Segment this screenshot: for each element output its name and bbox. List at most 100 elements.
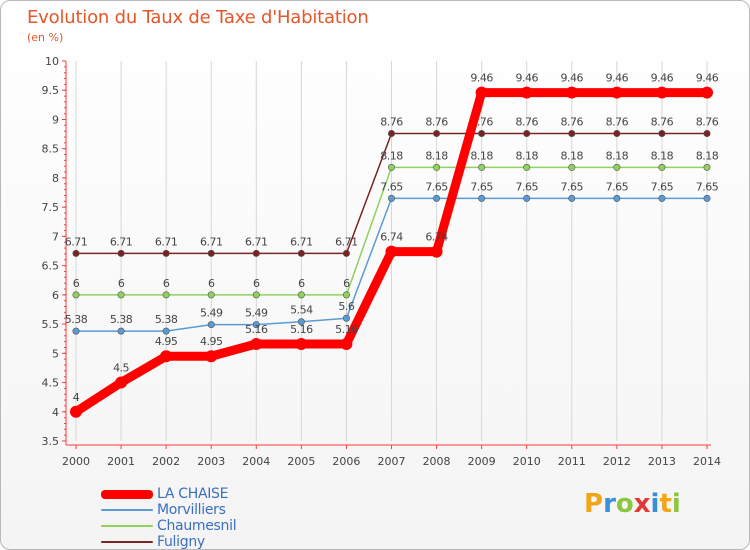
data-label: 6.71	[335, 235, 358, 248]
data-point	[250, 337, 263, 350]
logo-letter: t	[659, 489, 672, 519]
chart-title: Evolution du Taux de Taxe d'Habitation	[27, 7, 369, 28]
data-point	[523, 129, 531, 137]
data-point	[207, 321, 215, 329]
data-point	[433, 194, 441, 202]
data-point	[162, 249, 170, 257]
data-label: 6.71	[245, 235, 268, 248]
data-label: 5.38	[155, 313, 178, 326]
data-point	[115, 376, 128, 389]
data-label: 8.76	[425, 115, 448, 128]
data-point	[568, 129, 576, 137]
legend-swatch-la-chaise	[101, 489, 153, 499]
data-label: 7.65	[470, 180, 493, 193]
y-tick-label: 6.5	[42, 260, 60, 273]
x-tick-label: 2009	[468, 455, 496, 468]
data-point	[478, 194, 486, 202]
data-label: 6	[163, 277, 170, 290]
data-label: 8.18	[515, 149, 538, 162]
data-point	[297, 291, 305, 299]
x-tick-label: 2006	[332, 455, 360, 468]
data-label: 7.65	[515, 180, 538, 193]
data-label: 6.74	[380, 231, 403, 244]
data-point	[613, 129, 621, 137]
data-point	[520, 86, 533, 99]
data-point	[252, 249, 260, 257]
y-tick-label: 8	[52, 172, 59, 185]
data-point	[117, 291, 125, 299]
data-point	[342, 314, 350, 322]
x-tick-label: 2007	[378, 455, 406, 468]
data-point	[523, 194, 531, 202]
data-point	[703, 129, 711, 137]
data-label: 7.65	[696, 180, 719, 193]
data-label: 9.46	[606, 72, 629, 85]
x-tick-label: 2004	[242, 455, 270, 468]
data-label: 5.49	[245, 307, 268, 320]
legend-label-morvilliers: Morvilliers	[157, 502, 226, 518]
logo-letter: i	[650, 489, 660, 519]
data-label: 4	[73, 391, 80, 404]
data-label: 9.46	[651, 72, 674, 85]
data-label: 4.95	[200, 335, 223, 348]
y-tick-label: 8.5	[42, 143, 60, 156]
logo-letter: P	[584, 489, 604, 519]
legend: LA CHAISE Morvilliers Chaumesnil Fuligny	[101, 486, 237, 549]
data-point	[385, 245, 398, 258]
x-tick-label: 2008	[423, 455, 451, 468]
data-label: 5.54	[290, 304, 313, 317]
legend-item-fuligny[interactable]: Fuligny	[101, 534, 236, 549]
data-label: 8.18	[561, 149, 584, 162]
data-label: 7.65	[606, 180, 629, 193]
data-point	[658, 194, 666, 202]
x-tick-label: 2003	[197, 455, 225, 468]
data-label: 8.76	[651, 115, 674, 128]
data-point	[523, 163, 531, 171]
data-label: 7.65	[561, 180, 584, 193]
x-tick-label: 2014	[693, 455, 721, 468]
data-label: 6.71	[290, 235, 313, 248]
data-label: 6.74	[425, 231, 448, 244]
legend-item-morvilliers[interactable]: Morvilliers	[101, 502, 236, 518]
data-point	[701, 86, 713, 99]
data-label: 6	[118, 277, 125, 290]
data-point	[295, 337, 308, 350]
legend-item-chaumesnil[interactable]: Chaumesnil	[101, 518, 237, 534]
legend-label-chaumesnil: Chaumesnil	[157, 518, 237, 534]
x-tick-label: 2010	[513, 455, 541, 468]
data-point	[342, 291, 350, 299]
data-label: 5.49	[200, 307, 223, 320]
data-label: 7.65	[425, 180, 448, 193]
data-point	[568, 194, 576, 202]
data-label: 6	[343, 277, 350, 290]
logo-letter: i	[671, 489, 681, 519]
legend-swatch-fuligny	[101, 541, 153, 543]
data-label: 5.16	[290, 323, 313, 336]
data-label: 8.18	[470, 149, 493, 162]
data-point	[387, 194, 395, 202]
data-point	[433, 129, 441, 137]
data-label: 8.18	[425, 149, 448, 162]
data-label: 6	[253, 277, 260, 290]
data-point	[205, 350, 218, 363]
data-point	[342, 249, 350, 257]
data-label: 8.76	[696, 115, 719, 128]
data-point	[72, 327, 80, 335]
data-point	[207, 249, 215, 257]
y-tick-label: 5.5	[42, 318, 60, 331]
data-point	[72, 249, 80, 257]
data-label: 6	[208, 277, 215, 290]
data-point	[252, 321, 260, 329]
data-label: 5.38	[65, 313, 88, 326]
data-label: 9.46	[561, 72, 584, 85]
legend-item-la-chaise[interactable]: LA CHAISE	[101, 486, 236, 502]
data-point	[658, 163, 666, 171]
data-label: 8.76	[515, 115, 538, 128]
x-tick-label: 2011	[558, 455, 586, 468]
data-point	[475, 86, 488, 99]
data-point	[703, 194, 711, 202]
data-point	[162, 327, 170, 335]
data-point	[117, 249, 125, 257]
